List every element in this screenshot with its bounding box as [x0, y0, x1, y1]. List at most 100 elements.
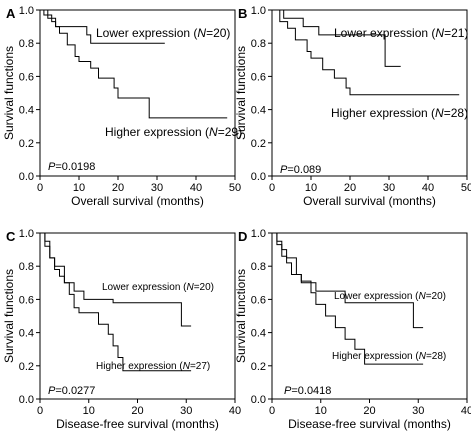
- series-label-lower-expression: Lower expression (N=20): [96, 26, 230, 40]
- y-tick-label: 0.6: [19, 294, 34, 306]
- series-label-text: Higher expression (: [96, 361, 183, 372]
- x-tick-label: 30: [180, 405, 192, 417]
- series-label-higher-expression: Higher expression (N=28): [332, 351, 446, 362]
- y-axis-title: Survival functions: [2, 46, 16, 140]
- series-label-count: =21): [444, 26, 468, 40]
- y-tick-label: 0.6: [251, 71, 266, 83]
- series-label-n: N: [435, 26, 444, 40]
- p-value-label: P=0.089: [280, 164, 321, 176]
- plot-frame: [271, 232, 468, 400]
- series-label-n: N: [197, 26, 206, 40]
- y-axis-title: Survival functions: [234, 46, 248, 140]
- x-tick-label: 30: [412, 405, 424, 417]
- series-label-count: =28): [444, 106, 468, 120]
- series-label-higher-expression: Higher expression (N=27): [96, 361, 210, 372]
- panel-c: C 0.0 0.2 0.4 0.6 0.8 1.0 0 10 20 30 40 Disease-free…: [2, 228, 241, 431]
- y-tick-label: 0.6: [251, 294, 266, 306]
- series-label-n: N: [209, 125, 218, 139]
- y-tick-label: 0.2: [19, 138, 34, 150]
- panel-a: A 0.0 0.2 0.4 0.6 0.8 1.0 0 10 20 30 40 50 Overall su…: [2, 5, 242, 208]
- y-axis-title: Survival functions: [2, 269, 16, 363]
- plot-frame: [39, 9, 236, 177]
- series-label-text: Lower expression (: [334, 291, 419, 302]
- y-tick-label: 0.0: [19, 394, 34, 406]
- p-value-number: =0.0198: [55, 161, 95, 173]
- series-label-text: Lower expression (: [102, 282, 187, 293]
- series-label-count: =20): [426, 291, 446, 302]
- p-value-label: P=0.0418: [284, 385, 331, 397]
- x-tick-label: 20: [344, 182, 356, 194]
- series-label-count: =29): [218, 125, 242, 139]
- series-label-count: =20): [206, 26, 230, 40]
- p-value-label: P=0.0198: [48, 161, 95, 173]
- y-tick-label: 0.8: [19, 38, 34, 50]
- panel-letter: A: [6, 6, 16, 21]
- series-label-count: =27): [190, 361, 210, 372]
- series-label-text: Lower expression (: [96, 26, 197, 40]
- y-tick-label: 0.0: [19, 171, 34, 183]
- survival-curve-lower-expression: [40, 9, 165, 44]
- x-axis-title: Disease-free survival (months): [288, 417, 451, 431]
- panel-d: D 0.0 0.2 0.4 0.6 0.8 1.0 0 10 20 30 40 Disease-free…: [234, 228, 471, 431]
- survival-curve-lower-expression: [40, 232, 192, 327]
- x-tick-label: 10: [73, 182, 85, 194]
- p-value-symbol: P: [48, 161, 56, 173]
- panel-letter: B: [238, 6, 247, 21]
- x-tick-label: 0: [269, 182, 275, 194]
- series-label-count: =28): [426, 351, 446, 362]
- x-tick-label: 40: [229, 405, 241, 417]
- p-value-label: P=0.0277: [48, 385, 95, 397]
- y-tick-label: 0.0: [251, 171, 266, 183]
- y-tick-label: 0.2: [19, 361, 34, 373]
- x-tick-label: 10: [305, 182, 317, 194]
- x-tick-label: 20: [112, 182, 124, 194]
- y-tick-label: 1.0: [19, 5, 34, 17]
- x-axis-title: Overall survival (months): [71, 194, 204, 208]
- y-tick-label: 0.8: [251, 38, 266, 50]
- y-tick-label: 0.6: [19, 71, 34, 83]
- x-tick-label: 50: [461, 182, 471, 194]
- y-tick-label: 0.4: [19, 105, 34, 117]
- series-label-lower-expression: Lower expression (N=20): [102, 282, 214, 293]
- p-value-symbol: P: [280, 164, 288, 176]
- survival-curve-higher-expression: [272, 9, 460, 96]
- x-tick-label: 30: [383, 182, 395, 194]
- survival-curve-higher-expression: [40, 232, 192, 372]
- y-tick-label: 0.4: [251, 105, 266, 117]
- x-tick-label: 50: [229, 182, 241, 194]
- x-axis-title: Overall survival (months): [303, 194, 436, 208]
- x-tick-label: 30: [151, 182, 163, 194]
- y-tick-label: 0.8: [251, 261, 266, 273]
- x-tick-label: 0: [37, 405, 43, 417]
- series-label-text: Higher expression (: [332, 351, 419, 362]
- series-label-count: =20): [194, 282, 214, 293]
- x-tick-label: 40: [422, 182, 434, 194]
- y-tick-label: 0.4: [251, 328, 266, 340]
- y-tick-label: 0.2: [251, 138, 266, 150]
- survival-curve-higher-expression: [40, 9, 228, 119]
- x-tick-label: 20: [363, 405, 375, 417]
- panel-b: B 0.0 0.2 0.4 0.6 0.8 1.0 0 10 20 30 40 50 Overall su…: [234, 5, 471, 208]
- plot-frame: [271, 9, 468, 177]
- p-value-number: =0.089: [287, 164, 321, 176]
- series-label-n: N: [435, 106, 444, 120]
- x-tick-label: 10: [315, 405, 327, 417]
- y-tick-label: 0.2: [251, 361, 266, 373]
- x-tick-label: 20: [131, 405, 143, 417]
- y-tick-label: 0.0: [251, 394, 266, 406]
- series-label-text: Higher expression (: [331, 106, 435, 120]
- y-axis-title: Survival functions: [234, 269, 248, 363]
- series-label-lower-expression: Lower expression (N=20): [334, 291, 446, 302]
- plot-frame: [39, 232, 236, 400]
- series-label-n: N: [183, 361, 191, 372]
- y-tick-label: 1.0: [19, 228, 34, 240]
- y-tick-label: 0.8: [19, 261, 34, 273]
- x-tick-label: 0: [37, 182, 43, 194]
- series-label-text: Lower expression (: [334, 26, 435, 40]
- series-label-higher-expression: Higher expression (N=29): [105, 125, 242, 139]
- x-axis-title: Disease-free survival (months): [56, 417, 219, 431]
- x-tick-label: 40: [190, 182, 202, 194]
- p-value-symbol: P: [48, 385, 56, 397]
- survival-curve-higher-expression: [272, 232, 424, 365]
- panel-letter: D: [238, 229, 247, 244]
